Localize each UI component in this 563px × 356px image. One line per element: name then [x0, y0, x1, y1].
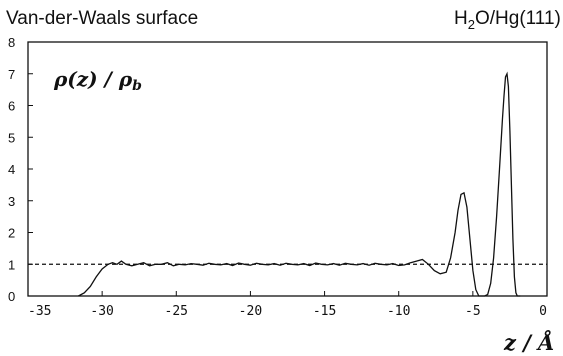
x-axis-label: z / Å: [503, 330, 555, 355]
y-tick-label: 4: [8, 162, 15, 177]
x-tick-label: -15: [313, 304, 336, 319]
y-tick-label: 0: [8, 289, 15, 304]
x-tick-label: -20: [239, 304, 262, 319]
x-tick-label: -5: [465, 304, 481, 319]
x-tick-label: -10: [387, 304, 410, 319]
y-tick-label: 2: [8, 226, 15, 241]
chart-subtitle: H2O/Hg(111): [454, 8, 561, 32]
y-tick-label: 7: [8, 67, 15, 82]
y-tick-label: 8: [8, 35, 15, 50]
y-tick-label: 3: [8, 194, 15, 209]
x-tick-label: 0: [539, 304, 547, 319]
y-tick-label: 6: [8, 99, 15, 114]
x-tick-label: -25: [165, 304, 188, 319]
x-tick-label: -30: [90, 304, 113, 319]
plot-axes: [27, 41, 548, 297]
y-tick-label: 1: [8, 257, 15, 272]
y-tick-labels: 0 1 2 3 4 5 6 7 8: [8, 35, 15, 304]
chart-title: Van-der-Waals surface: [6, 8, 198, 29]
y-axis-label: ρ(z) / ρb: [53, 67, 142, 94]
x-tick-label: -35: [28, 304, 51, 319]
y-tick-label: 5: [8, 130, 15, 145]
x-tick-labels: -35 -30 -25 -20 -15 -10 -5 0: [28, 304, 547, 319]
density-series-line: [78, 71, 521, 297]
